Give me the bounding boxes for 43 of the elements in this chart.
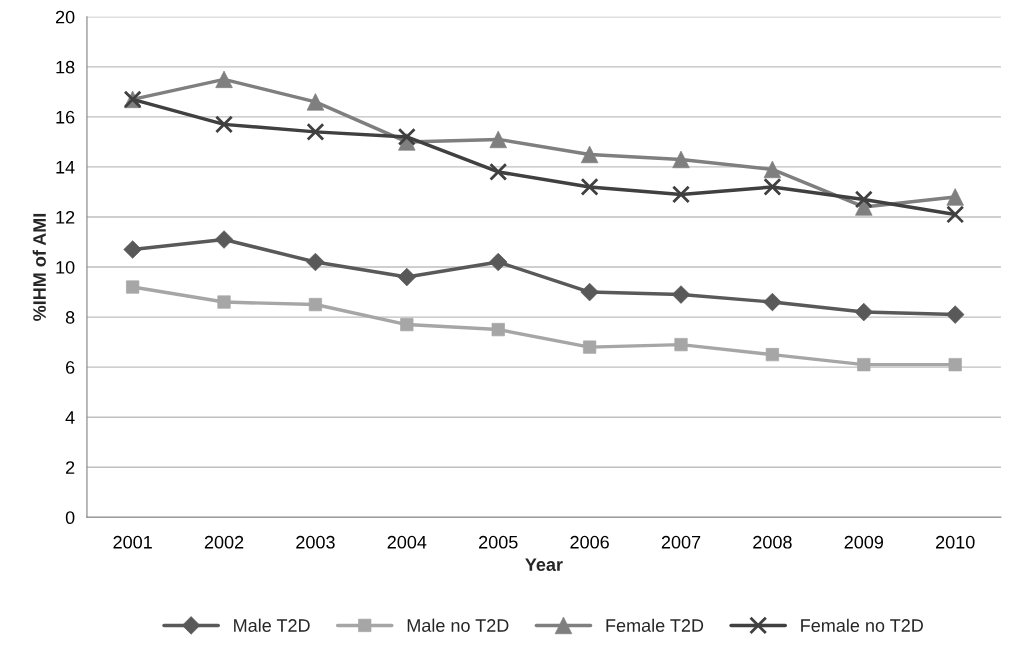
point <box>491 322 505 337</box>
point <box>763 292 782 312</box>
y-tick-label: 6 <box>66 361 75 374</box>
y-tick-label: 2 <box>66 461 75 474</box>
legend-label: Male no T2D <box>407 618 509 632</box>
point <box>580 282 599 302</box>
y-tick-label: 14 <box>56 161 75 174</box>
y-tick-label: 8 <box>65 311 75 324</box>
point <box>215 70 233 89</box>
x-tick-label: 2005 <box>479 535 518 549</box>
x-tick-label: 2004 <box>387 535 427 549</box>
x-tick-label: 2003 <box>296 535 335 549</box>
point <box>489 162 508 181</box>
x-tick-label: 2002 <box>204 535 244 549</box>
y-tick-label: 10 <box>56 260 75 274</box>
point <box>583 340 597 354</box>
legend-label: Female no T2D <box>801 618 923 632</box>
x-tick-label: 2009 <box>844 535 884 549</box>
point <box>854 190 873 209</box>
y-tick-label: 4 <box>65 411 75 424</box>
x-axis-title: Year <box>525 558 563 571</box>
y-tick-label: 0 <box>65 511 75 525</box>
point <box>306 122 325 141</box>
y-tick-label: 18 <box>56 60 75 74</box>
x-tick-label: 2001 <box>113 535 152 549</box>
y-tick-label: 20 <box>55 10 75 24</box>
point <box>397 127 416 146</box>
legend-label: Male T2D <box>234 618 310 632</box>
point <box>308 297 323 312</box>
legend-label: Female T2D <box>606 618 704 632</box>
x-tick-label: 2006 <box>570 535 609 549</box>
x-tick-label: 2007 <box>661 535 701 549</box>
point <box>580 177 599 196</box>
point <box>215 115 234 134</box>
point <box>400 317 414 332</box>
x-tick-label: 2010 <box>936 535 975 549</box>
point <box>671 185 691 204</box>
y-tick-label: 16 <box>56 110 75 124</box>
x-tick-label: 2008 <box>753 535 792 549</box>
y-axis-title: %IHM of AMI <box>32 213 46 321</box>
point <box>763 177 782 196</box>
y-tick-label: 12 <box>56 210 75 224</box>
point <box>946 205 965 224</box>
